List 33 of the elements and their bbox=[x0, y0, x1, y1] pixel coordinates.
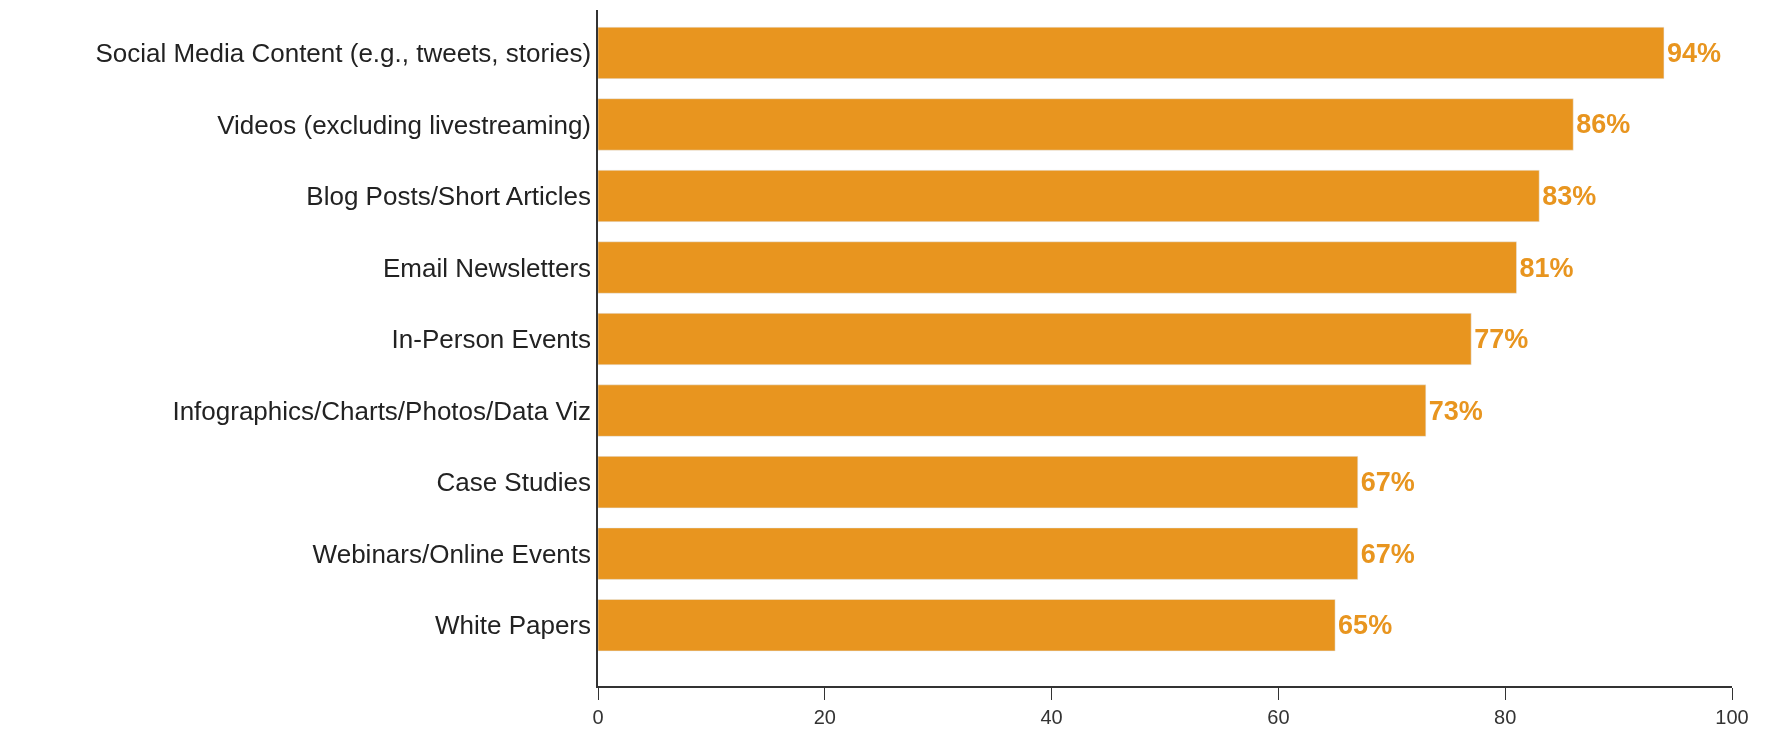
bar bbox=[598, 527, 1359, 580]
x-tick-label: 40 bbox=[1040, 705, 1063, 728]
data-label: 67% bbox=[1360, 467, 1415, 498]
x-tick-label: 100 bbox=[1715, 705, 1749, 728]
x-tick-label: 60 bbox=[1267, 705, 1290, 728]
data-label: 73% bbox=[1428, 395, 1483, 426]
data-label: 77% bbox=[1474, 324, 1529, 355]
y-tick-label: White Papers bbox=[434, 610, 592, 641]
bar bbox=[598, 384, 1427, 437]
data-label: 65% bbox=[1338, 610, 1393, 641]
y-tick-label: In-Person Events bbox=[391, 324, 592, 355]
data-label: 86% bbox=[1576, 109, 1631, 140]
bar bbox=[598, 98, 1574, 151]
y-tick-label: Infographics/Charts/Photos/Data Viz bbox=[172, 395, 592, 426]
y-tick-label: Webinars/Online Events bbox=[312, 538, 592, 569]
x-tick-label: 0 bbox=[592, 705, 604, 728]
y-tick-label: Videos (excluding livestreaming) bbox=[217, 109, 592, 140]
bar bbox=[598, 241, 1517, 294]
bar bbox=[598, 456, 1359, 509]
bar bbox=[598, 599, 1336, 652]
x-tick-label: 80 bbox=[1494, 705, 1517, 728]
bar bbox=[598, 26, 1665, 79]
data-label: 81% bbox=[1519, 252, 1574, 283]
data-label: 67% bbox=[1360, 538, 1415, 569]
y-tick-label: Case Studies bbox=[436, 467, 592, 498]
x-tick-label: 20 bbox=[813, 705, 836, 728]
bar bbox=[598, 313, 1472, 366]
y-tick-label: Blog Posts/Short Articles bbox=[306, 181, 592, 212]
bar bbox=[598, 169, 1540, 222]
data-label: 83% bbox=[1542, 180, 1597, 211]
data-label: 94% bbox=[1666, 37, 1722, 68]
y-tick-label: Social Media Content (e.g., tweets, stories) bbox=[95, 38, 592, 69]
y-tick-label: Email Newsletters bbox=[382, 252, 592, 283]
